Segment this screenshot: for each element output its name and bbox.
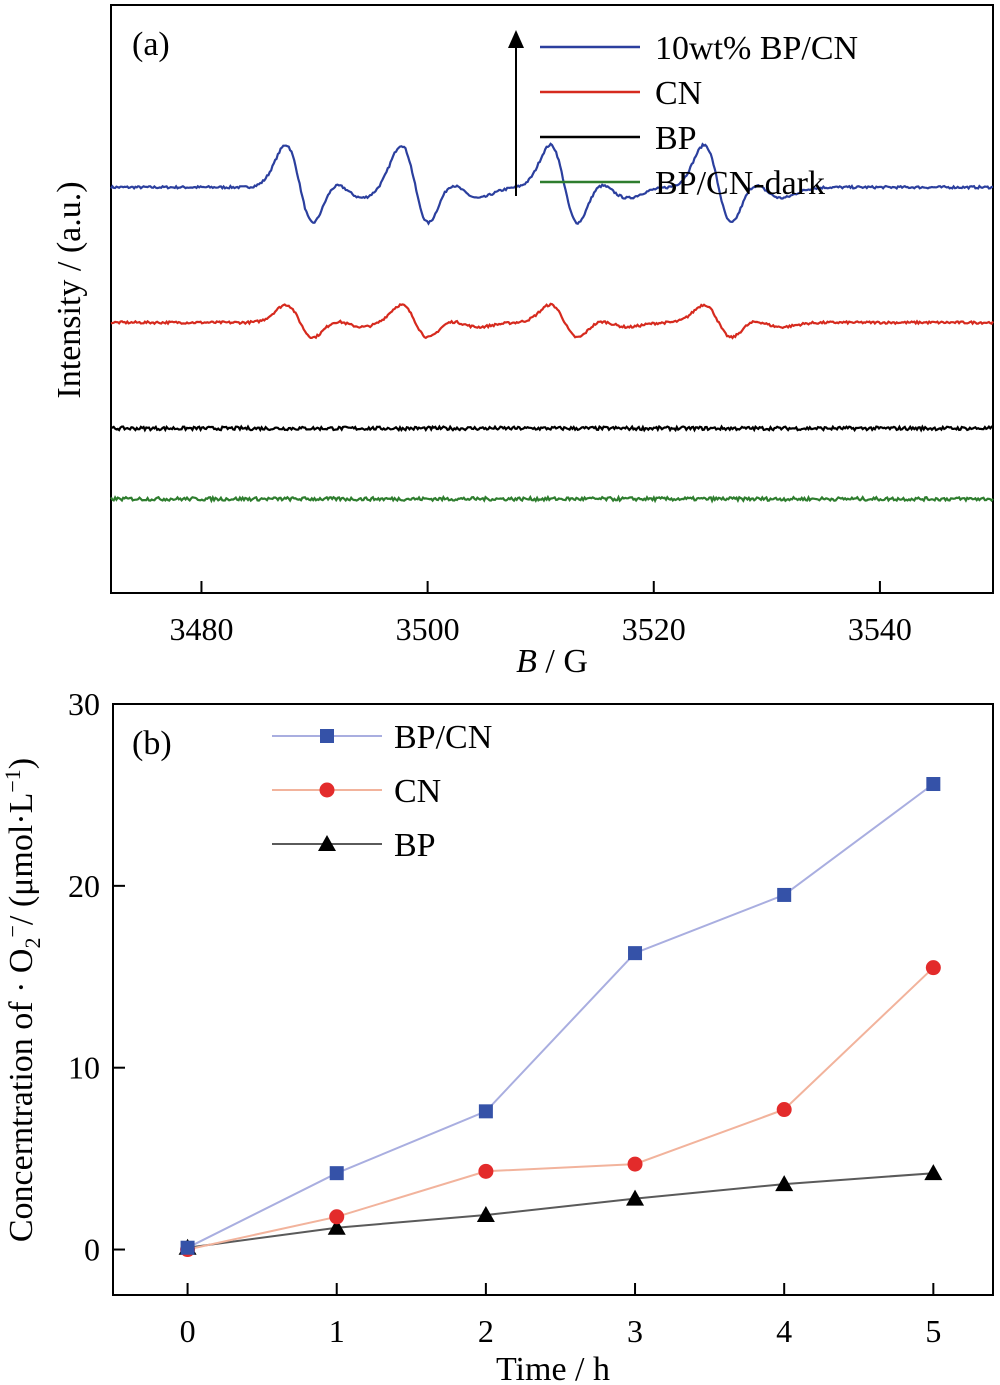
data-point-circle [776, 1102, 792, 1118]
data-point-circle [627, 1156, 643, 1172]
panel-b-x-axis-label: Time / h [496, 1351, 610, 1385]
spectrum-line-2 [110, 302, 994, 340]
panel-a: 3480 3500 3520 3540 (a) Intensity / (a.u.) … [51, 4, 994, 680]
data-point-triangle [924, 1164, 943, 1181]
spectrum-line-4 [110, 494, 994, 504]
data-point-circle [925, 960, 941, 976]
y-label-sup-minus: − [0, 925, 25, 937]
data-point-square [329, 1166, 344, 1181]
y-label-sup-minus-one: −1 [0, 769, 25, 792]
y-label-part-1: Concerntration of · O [3, 949, 40, 1243]
legend-label-3: BP [655, 120, 697, 157]
series-line-triangle [187, 1172, 934, 1249]
series-line-circle [187, 966, 934, 1251]
panel-a-y-axis-label: Intensity / (a.u.) [51, 181, 88, 398]
panel-b-y-axis-label: Concerntration of · O2−/ (μmol·L−1) [0, 758, 45, 1242]
panel-a-x-tick-label: 3520 [622, 611, 686, 647]
legend-label-1: 10wt% BP/CN [655, 30, 858, 67]
data-point-triangle [775, 1175, 794, 1192]
data-point-circle [329, 1209, 345, 1225]
panel-b-frame [112, 703, 994, 1296]
legend-label-4: BP/CN-dark [655, 165, 825, 202]
panel-a-x-tick-label: 3500 [396, 611, 460, 647]
panel-b-x-tick-label: 0 [180, 1313, 196, 1349]
data-point-triangle [626, 1189, 645, 1206]
panel-a-x-axis-label-unit: / G [537, 643, 588, 680]
panel-a-x-ticks: 3480 3500 3520 3540 [169, 581, 912, 647]
panel-a-legend: 10wt% BP/CN CN BP BP/CN-dark [508, 30, 858, 202]
spectrum-line-1 [110, 142, 994, 226]
data-point-triangle [327, 1218, 346, 1235]
data-point-square [926, 777, 941, 792]
data-point-square [777, 887, 792, 902]
panel-a-x-axis-label-symbol: B [516, 643, 537, 680]
data-point-triangle [476, 1205, 495, 1222]
legend-marker-triangle-icon [318, 835, 336, 851]
panel-b-x-tick-label: 4 [776, 1313, 792, 1349]
panel-b-x-tick-label: 2 [478, 1313, 494, 1349]
spectrum-line-3 [110, 424, 994, 433]
panel-b-x-tick-label: 3 [627, 1313, 643, 1349]
panel-b-series [178, 777, 943, 1258]
panel-a-frame [110, 4, 994, 594]
panel-b-ticks: 0 1 2 3 4 5 0 10 20 30 [68, 686, 941, 1349]
legend-label-triangle: BP [394, 827, 436, 864]
legend-label-square: BP/CN [394, 719, 492, 756]
y-label-sub-2: 2 [20, 938, 45, 949]
legend-label-2: CN [655, 75, 702, 112]
data-point-square [628, 946, 643, 961]
panel-a-x-tick-label: 3540 [848, 611, 912, 647]
panel-b-y-tick-label: 20 [68, 868, 100, 904]
panel-b-label: (b) [132, 725, 172, 762]
data-point-square [180, 1240, 195, 1255]
panel-b: 0 1 2 3 4 5 0 10 20 30 (b) Time / h Concerntratio… [0, 686, 994, 1385]
data-point-square [478, 1104, 493, 1119]
panel-a-x-axis-label: B / G [516, 643, 588, 680]
legend-marker-circle-icon [319, 782, 335, 798]
y-label-part-3: ) [3, 758, 40, 769]
panel-a-curves [110, 142, 994, 504]
panel-b-y-tick-label: 10 [68, 1050, 100, 1086]
data-point-circle [478, 1163, 494, 1179]
y-label-part-2: / (μmol·L [3, 793, 40, 925]
legend-label-circle: CN [394, 773, 441, 810]
series-line-square [187, 783, 934, 1249]
panel-a-x-tick-label: 3480 [169, 611, 233, 647]
panel-b-y-tick-label: 30 [68, 686, 100, 722]
panel-a-label: (a) [132, 26, 170, 63]
panel-b-legend: BP/CN CN BP [272, 719, 492, 864]
legend-arrow-head-icon [508, 30, 524, 48]
legend-marker-square-icon [320, 729, 334, 743]
panel-b-x-tick-label: 5 [925, 1313, 941, 1349]
panel-b-y-tick-label: 0 [84, 1232, 100, 1268]
panel-b-x-tick-label: 1 [329, 1313, 345, 1349]
